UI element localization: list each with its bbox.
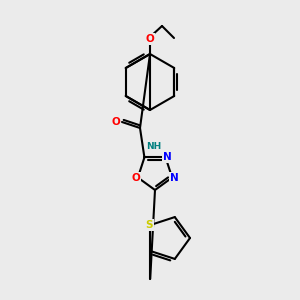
Text: NH: NH: [147, 142, 162, 151]
Text: O: O: [146, 34, 154, 44]
Text: N: N: [170, 172, 178, 183]
Text: O: O: [112, 117, 120, 127]
Text: S: S: [146, 220, 153, 230]
Text: O: O: [131, 172, 140, 183]
Text: N: N: [163, 152, 172, 162]
